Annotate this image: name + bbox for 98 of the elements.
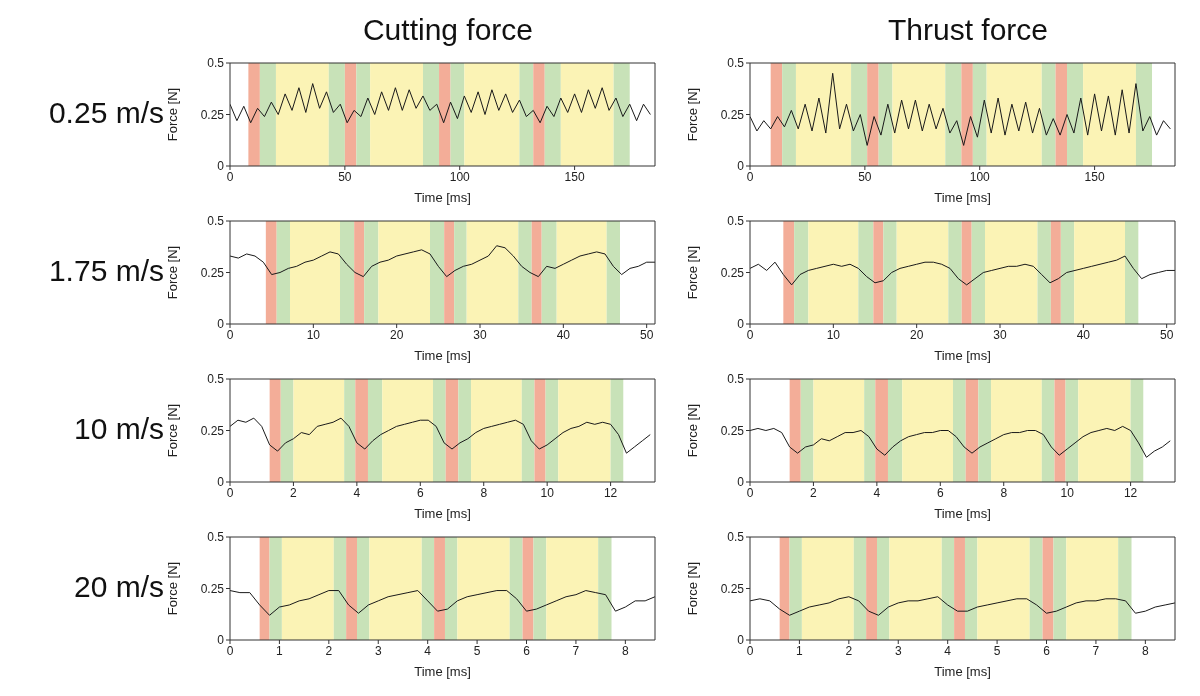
y-tick-label: 0.25: [720, 265, 745, 280]
x-axis-title: Time [ms]: [414, 506, 471, 521]
x-tick-label: 6: [936, 485, 944, 500]
x-tick-label: 4: [353, 485, 361, 500]
x-tick-label: 50: [1159, 327, 1174, 342]
y-axis-title: Force [N]: [684, 561, 700, 616]
y-tick-label: 0.25: [720, 423, 745, 438]
x-tick-label: 50: [858, 169, 872, 184]
x-tick-label: 12: [1123, 485, 1138, 500]
x-tick-label: 100: [969, 169, 991, 184]
x-tick-label: 30: [993, 327, 1007, 342]
x-axis-title: Time [ms]: [934, 664, 991, 679]
x-tick-label: 1: [796, 643, 804, 658]
y-tick-label: 0.25: [200, 423, 225, 438]
x-tick-label: 3: [374, 643, 382, 658]
x-tick-label: 7: [572, 643, 580, 658]
x-tick-label: 4: [424, 643, 432, 658]
y-tick-label: 0: [217, 159, 225, 174]
x-tick-label: 150: [1084, 169, 1105, 184]
line-series: [750, 72, 1171, 146]
line-series: [230, 83, 651, 124]
x-axis-title: Time [ms]: [414, 190, 471, 205]
text: 1.75 m/s: [48, 254, 164, 288]
y-axis-title: Force [N]: [164, 403, 180, 458]
x-tick-label: 2: [290, 485, 298, 500]
x-tick-label: 8: [1000, 485, 1008, 500]
x-tick-label: 10: [826, 327, 841, 342]
y-tick-label: 0.5: [207, 372, 225, 387]
y-tick-label: 0.25: [720, 107, 745, 122]
y-tick-label: 0.25: [720, 581, 745, 596]
x-tick-label: 5: [993, 643, 1001, 658]
y-tick-label: 0.5: [727, 372, 745, 387]
line-series: [750, 596, 1175, 616]
text: 20 m/s: [73, 570, 164, 604]
x-tick-label: 40: [556, 327, 571, 342]
y-tick-label: 0.5: [727, 214, 745, 229]
y-axis-title: Force [N]: [164, 561, 180, 616]
y-tick-label: 0: [737, 317, 745, 332]
x-tick-label: 4: [944, 643, 952, 658]
y-tick-label: 0: [217, 475, 225, 490]
x-tick-label: 10: [540, 485, 555, 500]
y-axis-title: Force [N]: [684, 403, 700, 458]
x-tick-label: 150: [564, 169, 585, 184]
x-tick-label: 50: [639, 327, 654, 342]
y-tick-label: 0.5: [207, 56, 225, 71]
x-tick-label: 8: [1142, 643, 1150, 658]
x-axis-title: Time [ms]: [934, 348, 991, 363]
y-tick-label: 0.5: [727, 56, 745, 71]
x-tick-label: 8: [622, 643, 630, 658]
x-axis-title: Time [ms]: [934, 506, 991, 521]
y-tick-label: 0: [737, 633, 745, 648]
x-tick-label: 10: [306, 327, 321, 342]
x-tick-label: 30: [473, 327, 487, 342]
y-tick-label: 0.5: [207, 214, 225, 229]
x-tick-label: 7: [1092, 643, 1100, 658]
y-tick-label: 0: [217, 317, 225, 332]
x-tick-label: 100: [449, 169, 471, 184]
line-series: [230, 245, 655, 278]
line-series: [750, 255, 1175, 286]
y-axis-title: Force [N]: [164, 87, 180, 142]
x-axis-title: Time [ms]: [414, 664, 471, 679]
x-axis-title: Time [ms]: [934, 190, 991, 205]
x-tick-label: 6: [1043, 643, 1051, 658]
y-tick-label: 0.5: [727, 530, 745, 545]
x-tick-label: 40: [1076, 327, 1091, 342]
text: 0.25 m/s: [48, 96, 164, 130]
x-axis-title: Time [ms]: [414, 348, 471, 363]
x-tick-label: 5: [473, 643, 481, 658]
y-tick-label: 0.5: [207, 530, 225, 545]
y-tick-label: 0.25: [200, 107, 225, 122]
x-tick-label: 2: [325, 643, 333, 658]
y-axis-title: Force [N]: [164, 245, 180, 300]
x-tick-label: 12: [603, 485, 618, 500]
chart-title: Thrust force: [886, 12, 1049, 48]
chart-title: Cutting force: [361, 12, 534, 48]
text: 10 m/s: [73, 412, 164, 446]
y-tick-label: 0: [737, 159, 745, 174]
x-tick-label: 6: [523, 643, 531, 658]
x-tick-label: 1: [276, 643, 284, 658]
y-axis-title: Force [N]: [684, 245, 700, 300]
x-tick-label: 4: [873, 485, 881, 500]
line-series: [750, 425, 1171, 458]
y-tick-label: 0.25: [200, 581, 225, 596]
y-tick-label: 0.25: [200, 265, 225, 280]
x-tick-label: 2: [845, 643, 853, 658]
x-tick-label: 3: [894, 643, 902, 658]
x-tick-label: 8: [480, 485, 488, 500]
x-tick-label: 50: [338, 169, 352, 184]
x-tick-label: 6: [416, 485, 424, 500]
x-tick-label: 20: [909, 327, 924, 342]
x-tick-label: 20: [389, 327, 404, 342]
y-tick-label: 0: [737, 475, 745, 490]
x-tick-label: 2: [810, 485, 818, 500]
y-tick-label: 0: [217, 633, 225, 648]
line-series: [230, 417, 651, 454]
line-series: [230, 590, 655, 616]
x-tick-label: 10: [1060, 485, 1075, 500]
y-axis-title: Force [N]: [684, 87, 700, 142]
